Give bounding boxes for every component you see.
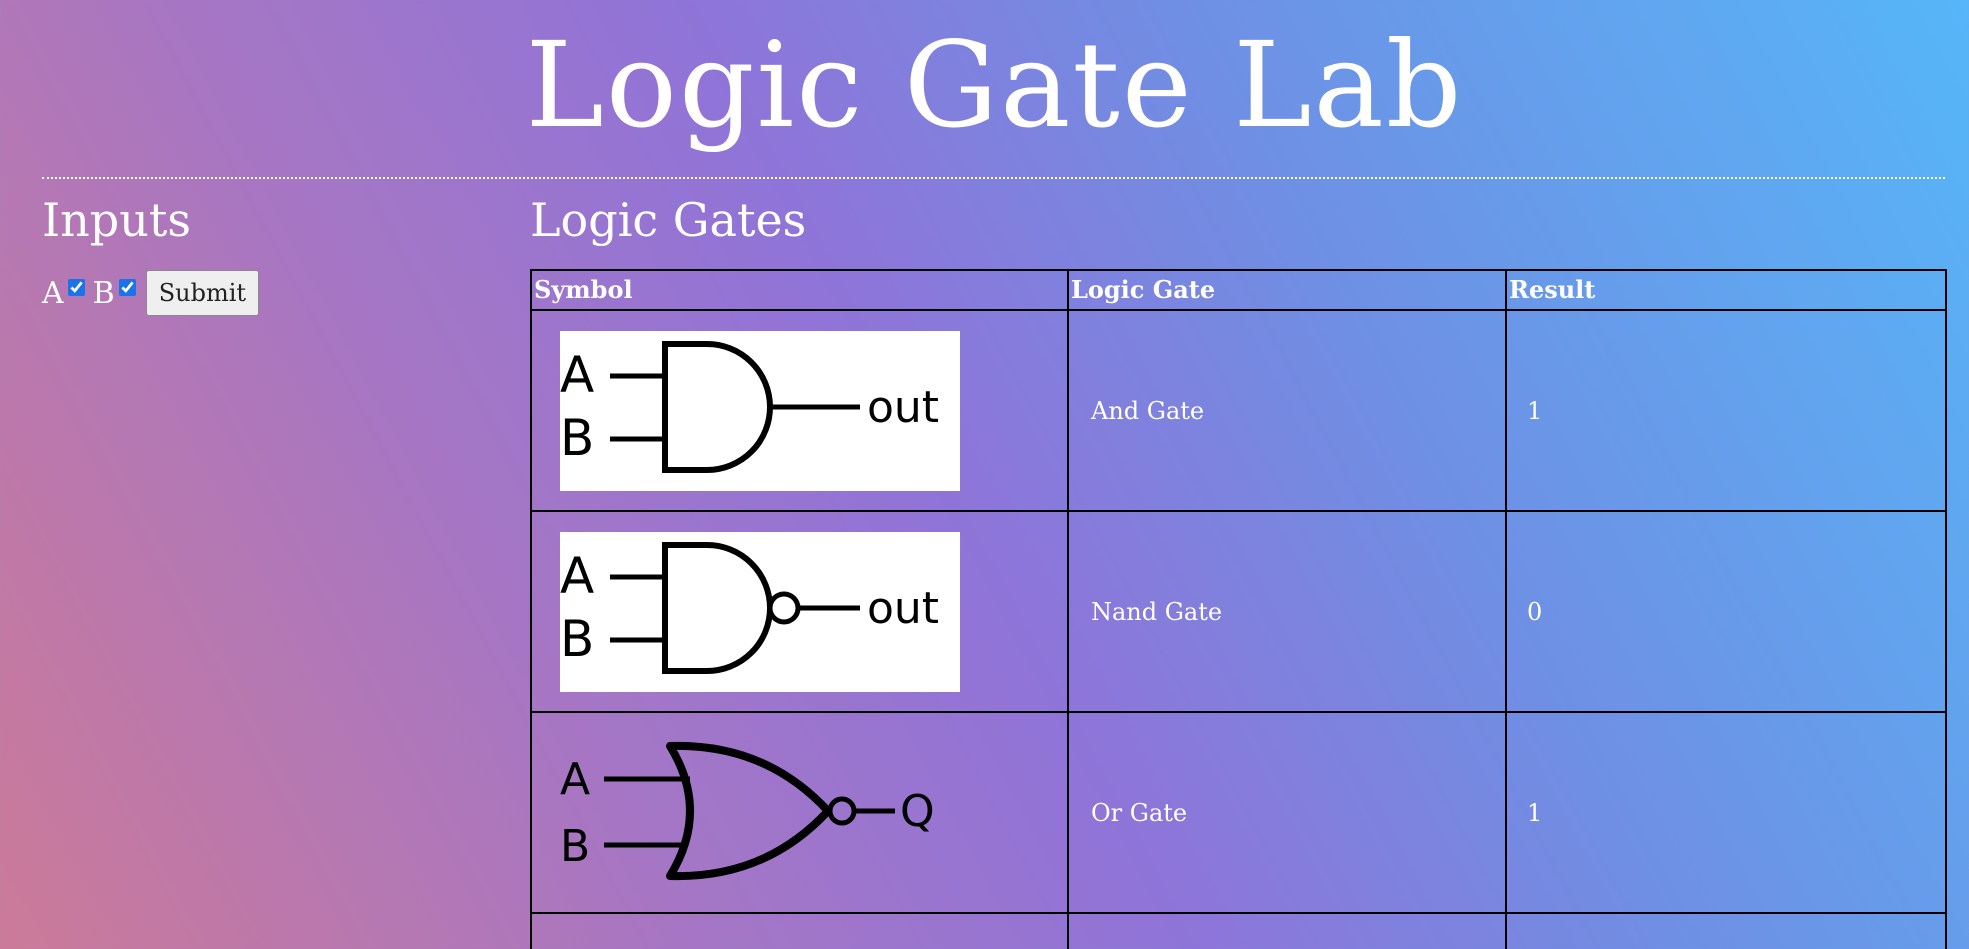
input-a-checkbox[interactable] [67,278,85,296]
gate-symbol-cell: A B out [530,309,1069,512]
gate-input-b-label: B [560,610,594,668]
gate-output-label: out [867,583,939,634]
gate-output-label: Q [900,786,935,837]
page-title: Logic Gate Lab [525,16,1464,154]
gate-input-a-label: A [560,346,594,404]
gate-result: 1 [1505,309,1947,512]
nand-gate-icon: A B out [560,531,960,692]
gate-symbol-cell [530,912,1069,949]
gate-input-a-label: A [560,547,594,605]
input-a-label: A [42,275,64,311]
gate-result: 0 [1505,510,1947,713]
gate-result [1505,912,1947,949]
gate-input-a-label: A [560,754,590,805]
gate-output-label: out [867,382,939,433]
column-header-result: Result [1505,269,1947,311]
column-header-symbol: Symbol [530,269,1069,311]
submit-button[interactable]: Submit [145,270,260,316]
table-row: A B out Nand Gate 0 [530,510,1947,713]
gate-symbol-cell: A B out [530,510,1069,713]
nor-gate-icon: A B Q [560,741,935,880]
gate-symbol-cell: A B Q [530,711,1069,914]
input-b-label: B [92,275,115,311]
input-b-checkbox[interactable] [118,278,136,296]
table-row [530,912,1947,949]
gate-result: 1 [1505,711,1947,914]
title-divider [42,177,1945,179]
inputs-heading: Inputs [42,193,191,247]
gate-name: Or Gate [1067,711,1507,914]
table-header-row: Symbol Logic Gate Result [530,269,1947,311]
logic-gates-heading: Logic Gates [530,193,807,247]
table-row: A B out And Gate 1 [530,309,1947,512]
gate-name: Nand Gate [1067,510,1507,713]
logic-gates-table: Symbol Logic Gate Result A B out And Gat… [530,269,1947,949]
column-header-logic-gate: Logic Gate [1067,269,1507,311]
and-gate-icon: A B out [560,330,960,491]
gate-input-b-label: B [560,409,594,467]
gate-name [1067,912,1507,949]
inputs-form: A B Submit [42,270,260,316]
gate-name: And Gate [1067,309,1507,512]
table-row: A B Q Or Gate 1 [530,711,1947,914]
gate-input-b-label: B [560,821,590,872]
